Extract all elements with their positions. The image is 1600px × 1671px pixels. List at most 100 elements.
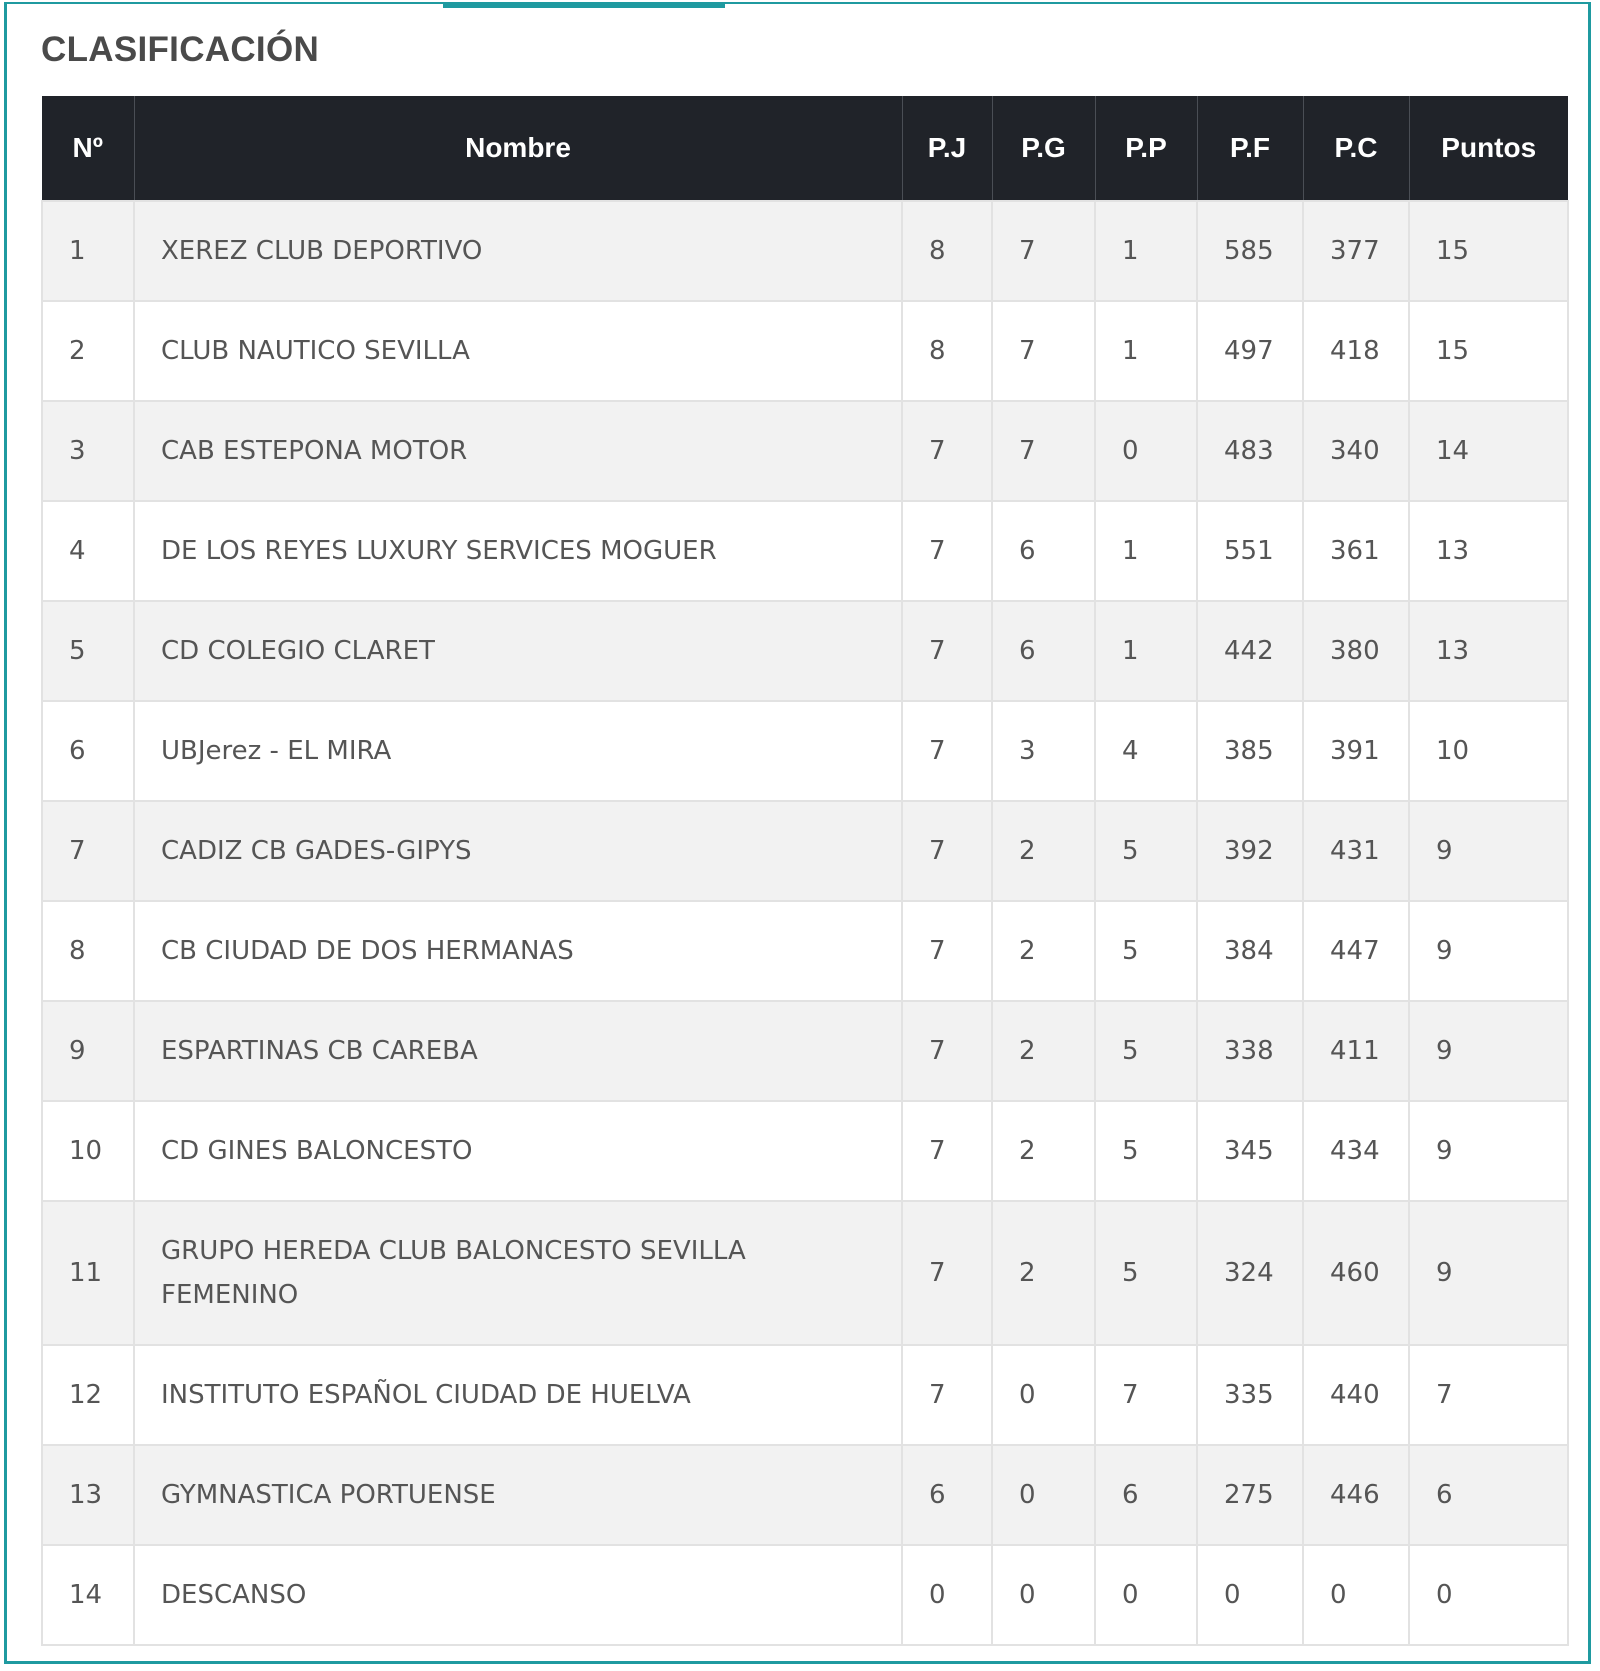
cell-points-against: 380 (1302, 600, 1410, 702)
cell-points: 9 (1408, 900, 1569, 1002)
cell-won: 0 (991, 1444, 1096, 1546)
cell-points-against: 377 (1302, 200, 1410, 302)
column-header-points-for: P.F (1197, 96, 1304, 201)
active-tab-indicator (443, 4, 725, 8)
cell-points-against: 440 (1302, 1344, 1410, 1446)
cell-points-for: 551 (1196, 500, 1304, 602)
cell-lost: 7 (1094, 1344, 1198, 1446)
cell-played: 7 (901, 1100, 993, 1202)
table-row: 5 CD COLEGIO CLARET 7 6 1 442 380 13 (41, 600, 1569, 702)
cell-points-against: 431 (1302, 800, 1410, 902)
cell-points-against: 411 (1302, 1000, 1410, 1102)
cell-points-for: 345 (1196, 1100, 1304, 1202)
cell-won: 7 (991, 200, 1096, 302)
cell-points: 9 (1408, 1200, 1569, 1346)
cell-team-name: CAB ESTEPONA MOTOR (133, 400, 903, 502)
cell-lost: 0 (1094, 400, 1198, 502)
cell-lost: 1 (1094, 600, 1198, 702)
cell-position: 8 (41, 900, 135, 1002)
cell-played: 0 (901, 1544, 993, 1646)
cell-won: 7 (991, 400, 1096, 502)
cell-points: 9 (1408, 1000, 1569, 1102)
cell-played: 7 (901, 800, 993, 902)
cell-lost: 1 (1094, 500, 1198, 602)
cell-points-against: 434 (1302, 1100, 1410, 1202)
cell-points: 6 (1408, 1444, 1569, 1546)
cell-team-name: CD COLEGIO CLARET (133, 600, 903, 702)
cell-position: 10 (41, 1100, 135, 1202)
table-row: 6 UBJerez - EL MIRA 7 3 4 385 391 10 (41, 700, 1569, 802)
cell-lost: 6 (1094, 1444, 1198, 1546)
standings-table: Nº Nombre P.J P.G P.P P.F P.C Puntos 1 XE… (41, 96, 1569, 1646)
cell-lost: 1 (1094, 300, 1198, 402)
cell-position: 9 (41, 1000, 135, 1102)
cell-won: 2 (991, 1200, 1096, 1346)
table-row: 12 INSTITUTO ESPAÑOL CIUDAD DE HUELVA 7 0 7 3… (41, 1344, 1569, 1446)
cell-points-for: 338 (1196, 1000, 1304, 1102)
cell-points: 9 (1408, 1100, 1569, 1202)
cell-position: 5 (41, 600, 135, 702)
cell-position: 7 (41, 800, 135, 902)
table-row: 13 GYMNASTICA PORTUENSE 6 0 6 275 446 6 (41, 1444, 1569, 1546)
cell-position: 4 (41, 500, 135, 602)
cell-team-name: UBJerez - EL MIRA (133, 700, 903, 802)
cell-won: 6 (991, 600, 1096, 702)
cell-won: 7 (991, 300, 1096, 402)
column-header-lost: P.P (1095, 96, 1198, 201)
cell-lost: 0 (1094, 1544, 1198, 1646)
cell-played: 8 (901, 200, 993, 302)
column-header-played: P.J (902, 96, 993, 201)
table-row: 7 CADIZ CB GADES-GIPYS 7 2 5 392 431 9 (41, 800, 1569, 902)
cell-position: 6 (41, 700, 135, 802)
cell-won: 2 (991, 900, 1096, 1002)
table-row: 8 CB CIUDAD DE DOS HERMANAS 7 2 5 384 447 9 (41, 900, 1569, 1002)
cell-team-name: GRUPO HEREDA CLUB BALONCESTO SEVILLA FEM… (133, 1200, 903, 1346)
cell-points: 15 (1408, 200, 1569, 302)
cell-points-for: 392 (1196, 800, 1304, 902)
cell-position: 2 (41, 300, 135, 402)
cell-lost: 5 (1094, 1000, 1198, 1102)
cell-points-against: 418 (1302, 300, 1410, 402)
cell-position: 13 (41, 1444, 135, 1546)
cell-played: 8 (901, 300, 993, 402)
cell-points: 15 (1408, 300, 1569, 402)
cell-played: 7 (901, 1000, 993, 1102)
cell-points-for: 384 (1196, 900, 1304, 1002)
cell-points: 14 (1408, 400, 1569, 502)
table-row: 10 CD GINES BALONCESTO 7 2 5 345 434 9 (41, 1100, 1569, 1202)
cell-points-for: 335 (1196, 1344, 1304, 1446)
cell-team-name: CD GINES BALONCESTO (133, 1100, 903, 1202)
cell-won: 2 (991, 1100, 1096, 1202)
column-header-position: Nº (42, 96, 135, 201)
cell-points-against: 460 (1302, 1200, 1410, 1346)
cell-points-against: 340 (1302, 400, 1410, 502)
cell-lost: 5 (1094, 1200, 1198, 1346)
table-row: 3 CAB ESTEPONA MOTOR 7 7 0 483 340 14 (41, 400, 1569, 502)
column-header-points: Puntos (1409, 96, 1568, 201)
cell-points-for: 483 (1196, 400, 1304, 502)
cell-position: 3 (41, 400, 135, 502)
cell-points: 0 (1408, 1544, 1569, 1646)
cell-team-name: DE LOS REYES LUXURY SERVICES MOGUER (133, 500, 903, 602)
cell-points: 13 (1408, 600, 1569, 702)
cell-played: 7 (901, 700, 993, 802)
cell-points-for: 442 (1196, 600, 1304, 702)
cell-points-for: 275 (1196, 1444, 1304, 1546)
table-row: 2 CLUB NAUTICO SEVILLA 8 7 1 497 418 15 (41, 300, 1569, 402)
cell-points-for: 497 (1196, 300, 1304, 402)
cell-team-name: ESPARTINAS CB CAREBA (133, 1000, 903, 1102)
cell-played: 7 (901, 1200, 993, 1346)
column-header-points-against: P.C (1303, 96, 1410, 201)
cell-points-for: 324 (1196, 1200, 1304, 1346)
cell-lost: 1 (1094, 200, 1198, 302)
table-row: 9 ESPARTINAS CB CAREBA 7 2 5 338 411 9 (41, 1000, 1569, 1102)
cell-lost: 4 (1094, 700, 1198, 802)
cell-won: 2 (991, 1000, 1096, 1102)
cell-won: 2 (991, 800, 1096, 902)
cell-points: 10 (1408, 700, 1569, 802)
cell-points: 13 (1408, 500, 1569, 602)
cell-points-against: 361 (1302, 500, 1410, 602)
page-title: CLASIFICACIÓN (41, 30, 320, 69)
cell-team-name: CADIZ CB GADES-GIPYS (133, 800, 903, 902)
table-row: 11 GRUPO HEREDA CLUB BALONCESTO SEVILLA F… (41, 1200, 1569, 1346)
